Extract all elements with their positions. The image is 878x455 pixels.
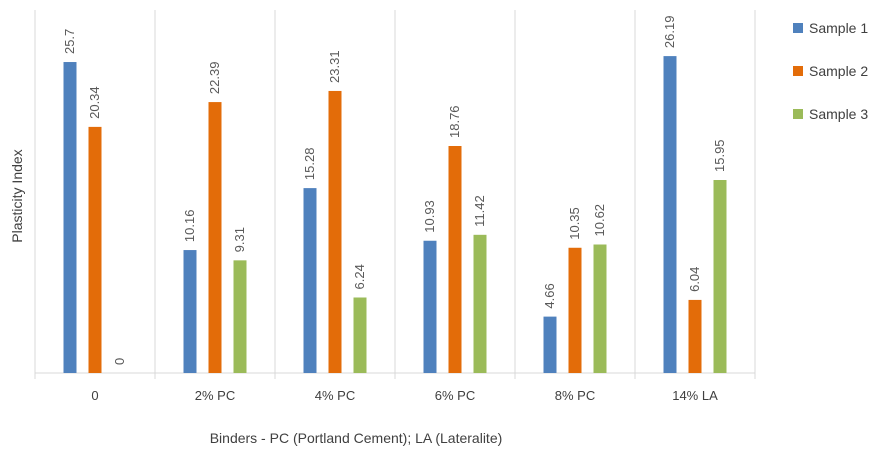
bar-sample-3-6 — [713, 180, 727, 373]
data-label: 0 — [112, 358, 127, 365]
bar-sample-1-2 — [183, 250, 197, 373]
legend-label-sample-1: Sample 1 — [809, 20, 869, 36]
data-label: 6.04 — [687, 267, 702, 292]
data-label: 10.93 — [422, 200, 437, 233]
x-tick-label: 0 — [91, 388, 98, 403]
x-axis-title-row: Binders - PC (Portland Cement); LA (Late… — [0, 430, 878, 446]
data-label: 26.19 — [662, 16, 677, 49]
bar-sample-1-1 — [63, 62, 77, 373]
data-label: 6.24 — [352, 264, 367, 289]
legend-item-sample-3: Sample 3 — [793, 104, 868, 124]
bar-sample-2-2 — [208, 102, 222, 374]
x-axis-title: Binders - PC (Portland Cement); LA (Late… — [209, 430, 503, 446]
data-label: 23.31 — [327, 50, 342, 83]
bar-sample-2-6 — [688, 299, 702, 373]
bar-sample-2-1 — [88, 126, 102, 373]
data-label: 11.42 — [472, 195, 487, 227]
bars — [63, 56, 727, 374]
x-tick-label: 6% PC — [435, 388, 475, 403]
bar-sample-3-4 — [473, 234, 487, 373]
legend-label-sample-2: Sample 2 — [809, 63, 869, 79]
bar-sample-3-5 — [593, 244, 607, 373]
bar-sample-1-5 — [543, 316, 557, 373]
legend-swatch-sample-2 — [793, 66, 803, 76]
bar-sample-2-3 — [328, 90, 342, 373]
data-label: 4.66 — [542, 283, 557, 308]
legend-item-sample-2: Sample 2 — [793, 61, 868, 81]
bar-sample-3-2 — [233, 260, 247, 373]
legend-swatch-sample-3 — [793, 109, 803, 119]
data-label: 18.76 — [447, 105, 462, 138]
legend-swatch-sample-1 — [793, 23, 803, 33]
data-label: 9.31 — [232, 227, 247, 252]
legend: Sample 1 Sample 2 Sample 3 — [793, 18, 868, 147]
data-label: 22.39 — [207, 62, 222, 95]
data-label: 20.34 — [87, 86, 102, 119]
data-label: 10.62 — [592, 204, 607, 237]
y-axis-label: Plasticity Index — [9, 149, 25, 242]
category-separators — [34, 10, 756, 379]
legend-label-sample-3: Sample 3 — [809, 106, 869, 122]
data-label: 15.95 — [712, 139, 727, 172]
legend-item-sample-1: Sample 1 — [793, 18, 868, 38]
data-label: 25.7 — [62, 29, 77, 54]
x-tick-label: 2% PC — [195, 388, 235, 403]
x-tick-label: 4% PC — [315, 388, 355, 403]
bar-sample-1-6 — [663, 56, 677, 373]
x-tick-labels: 0 2% PC 4% PC 6% PC 8% PC 14% LA — [91, 388, 718, 403]
x-tick-label: 14% LA — [672, 388, 718, 403]
x-tick-label: 8% PC — [555, 388, 595, 403]
bar-sample-1-3 — [303, 188, 317, 373]
data-label: 10.35 — [567, 207, 582, 240]
bar-sample-2-4 — [448, 146, 462, 373]
bar-sample-3-3 — [353, 297, 367, 373]
bar-sample-1-4 — [423, 240, 437, 373]
data-labels: 25.7 20.34 0 10.16 22.39 9.31 15.28 23.31 6.24 10… — [62, 16, 727, 365]
bar-sample-2-5 — [568, 247, 582, 373]
data-label: 10.16 — [182, 210, 197, 243]
data-label: 15.28 — [302, 148, 317, 181]
